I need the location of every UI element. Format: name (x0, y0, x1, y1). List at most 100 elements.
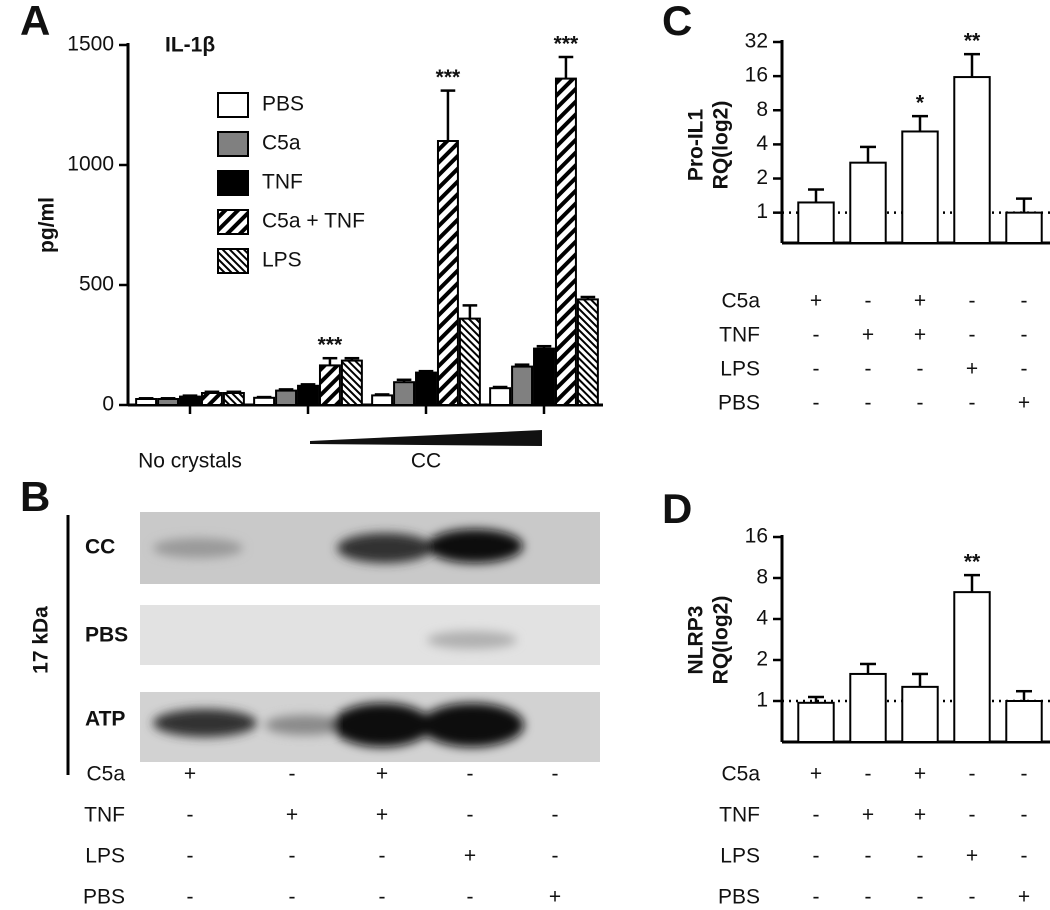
condition-label: LPS (720, 845, 760, 868)
bar (222, 392, 245, 406)
bar (415, 371, 437, 407)
chart-title: IL-1β (165, 34, 215, 57)
condition-sign: + (966, 358, 978, 381)
condition-sign: - (813, 324, 820, 347)
condition-sign: - (865, 290, 872, 313)
bar (953, 76, 991, 244)
bar (200, 392, 223, 406)
condition-sign: - (865, 886, 872, 909)
significance: *** (554, 33, 579, 56)
condition-label: PBS (718, 886, 760, 909)
bar (179, 395, 201, 407)
condition-sign: + (286, 804, 298, 827)
y-tick-label: 8 (756, 98, 768, 121)
condition-label: C5a (86, 763, 125, 786)
condition-sign: - (969, 804, 976, 827)
condition-sign: - (865, 763, 872, 786)
y-tick-label: 16 (745, 64, 768, 87)
legend-label: C5a + TNF (262, 210, 365, 233)
condition-label: LPS (720, 358, 760, 381)
condition-sign: - (917, 358, 924, 381)
panel-letter: C (662, 0, 692, 44)
condition-sign: - (865, 358, 872, 381)
y-tick-label: 32 (745, 30, 768, 53)
y-tick-label: 1 (756, 200, 768, 223)
condition-sign: + (549, 886, 561, 909)
x-tick-label: No crystals (138, 450, 242, 473)
bar (554, 77, 577, 406)
blot-row-label: ATP (85, 708, 125, 731)
bar (371, 394, 394, 406)
western-blot (66, 512, 600, 775)
x-tick-label: CC (411, 450, 441, 473)
y-axis-label: Pro-IL1 (685, 109, 708, 182)
bar (1005, 211, 1043, 244)
condition-sign: + (1018, 392, 1030, 415)
condition-sign: + (464, 845, 476, 868)
condition-label: C5a (721, 290, 760, 313)
blot-row-label: CC (85, 536, 115, 559)
bar (393, 381, 416, 407)
condition-sign: - (1021, 324, 1028, 347)
bar (901, 130, 939, 245)
bar (576, 298, 599, 406)
significance: *** (318, 334, 343, 357)
condition-sign: - (1021, 358, 1028, 381)
condition-sign: - (289, 886, 296, 909)
condition-sign: - (187, 804, 194, 827)
bar (797, 201, 835, 244)
condition-sign: - (1021, 845, 1028, 868)
bar (157, 398, 180, 406)
legend-label: C5a (262, 132, 301, 155)
condition-sign: - (969, 324, 976, 347)
y-tick-label: 4 (756, 607, 768, 630)
bar (533, 347, 555, 407)
condition-sign: - (917, 886, 924, 909)
significance: * (916, 92, 925, 115)
bar (489, 387, 512, 407)
y-tick-label: 1500 (67, 33, 114, 56)
condition-sign: + (862, 324, 874, 347)
dose-ramp (310, 430, 542, 446)
legend-swatch (217, 131, 249, 157)
condition-sign: - (552, 804, 559, 827)
y-axis-label: RQ(log2) (710, 596, 733, 685)
condition-label: PBS (83, 886, 125, 909)
bar (253, 396, 276, 406)
panel-letter: D (662, 485, 692, 532)
condition-sign: - (187, 845, 194, 868)
significance: ** (964, 551, 981, 574)
bar (953, 591, 991, 743)
condition-sign: + (810, 290, 822, 313)
condition-sign: - (813, 886, 820, 909)
blot-size-label: 17 kDa (30, 606, 53, 674)
y-tick-label: 16 (745, 525, 768, 548)
legend-label: PBS (262, 93, 304, 116)
bar (1005, 700, 1043, 743)
condition-sign: + (914, 804, 926, 827)
condition-sign: + (862, 804, 874, 827)
condition-sign: - (813, 845, 820, 868)
blot-strip (140, 605, 600, 665)
condition-label: PBS (718, 392, 760, 415)
panel-letter: A (20, 0, 50, 44)
condition-sign: + (966, 845, 978, 868)
condition-sign: + (376, 804, 388, 827)
y-axis-label: pg/ml (36, 197, 59, 253)
condition-sign: - (289, 763, 296, 786)
y-tick-label: 0 (102, 393, 114, 416)
bar (849, 672, 887, 744)
legend-swatch (217, 92, 249, 118)
legend-swatch (217, 209, 249, 235)
y-tick-label: 500 (79, 273, 114, 296)
condition-sign: - (467, 763, 474, 786)
condition-sign: - (467, 886, 474, 909)
y-tick-label: 2 (756, 166, 768, 189)
bar (318, 364, 341, 406)
condition-sign: - (969, 290, 976, 313)
y-axis-label: RQ(log2) (710, 101, 733, 190)
condition-sign: - (865, 392, 872, 415)
condition-sign: - (379, 886, 386, 909)
condition-sign: - (813, 804, 820, 827)
condition-sign: - (917, 392, 924, 415)
